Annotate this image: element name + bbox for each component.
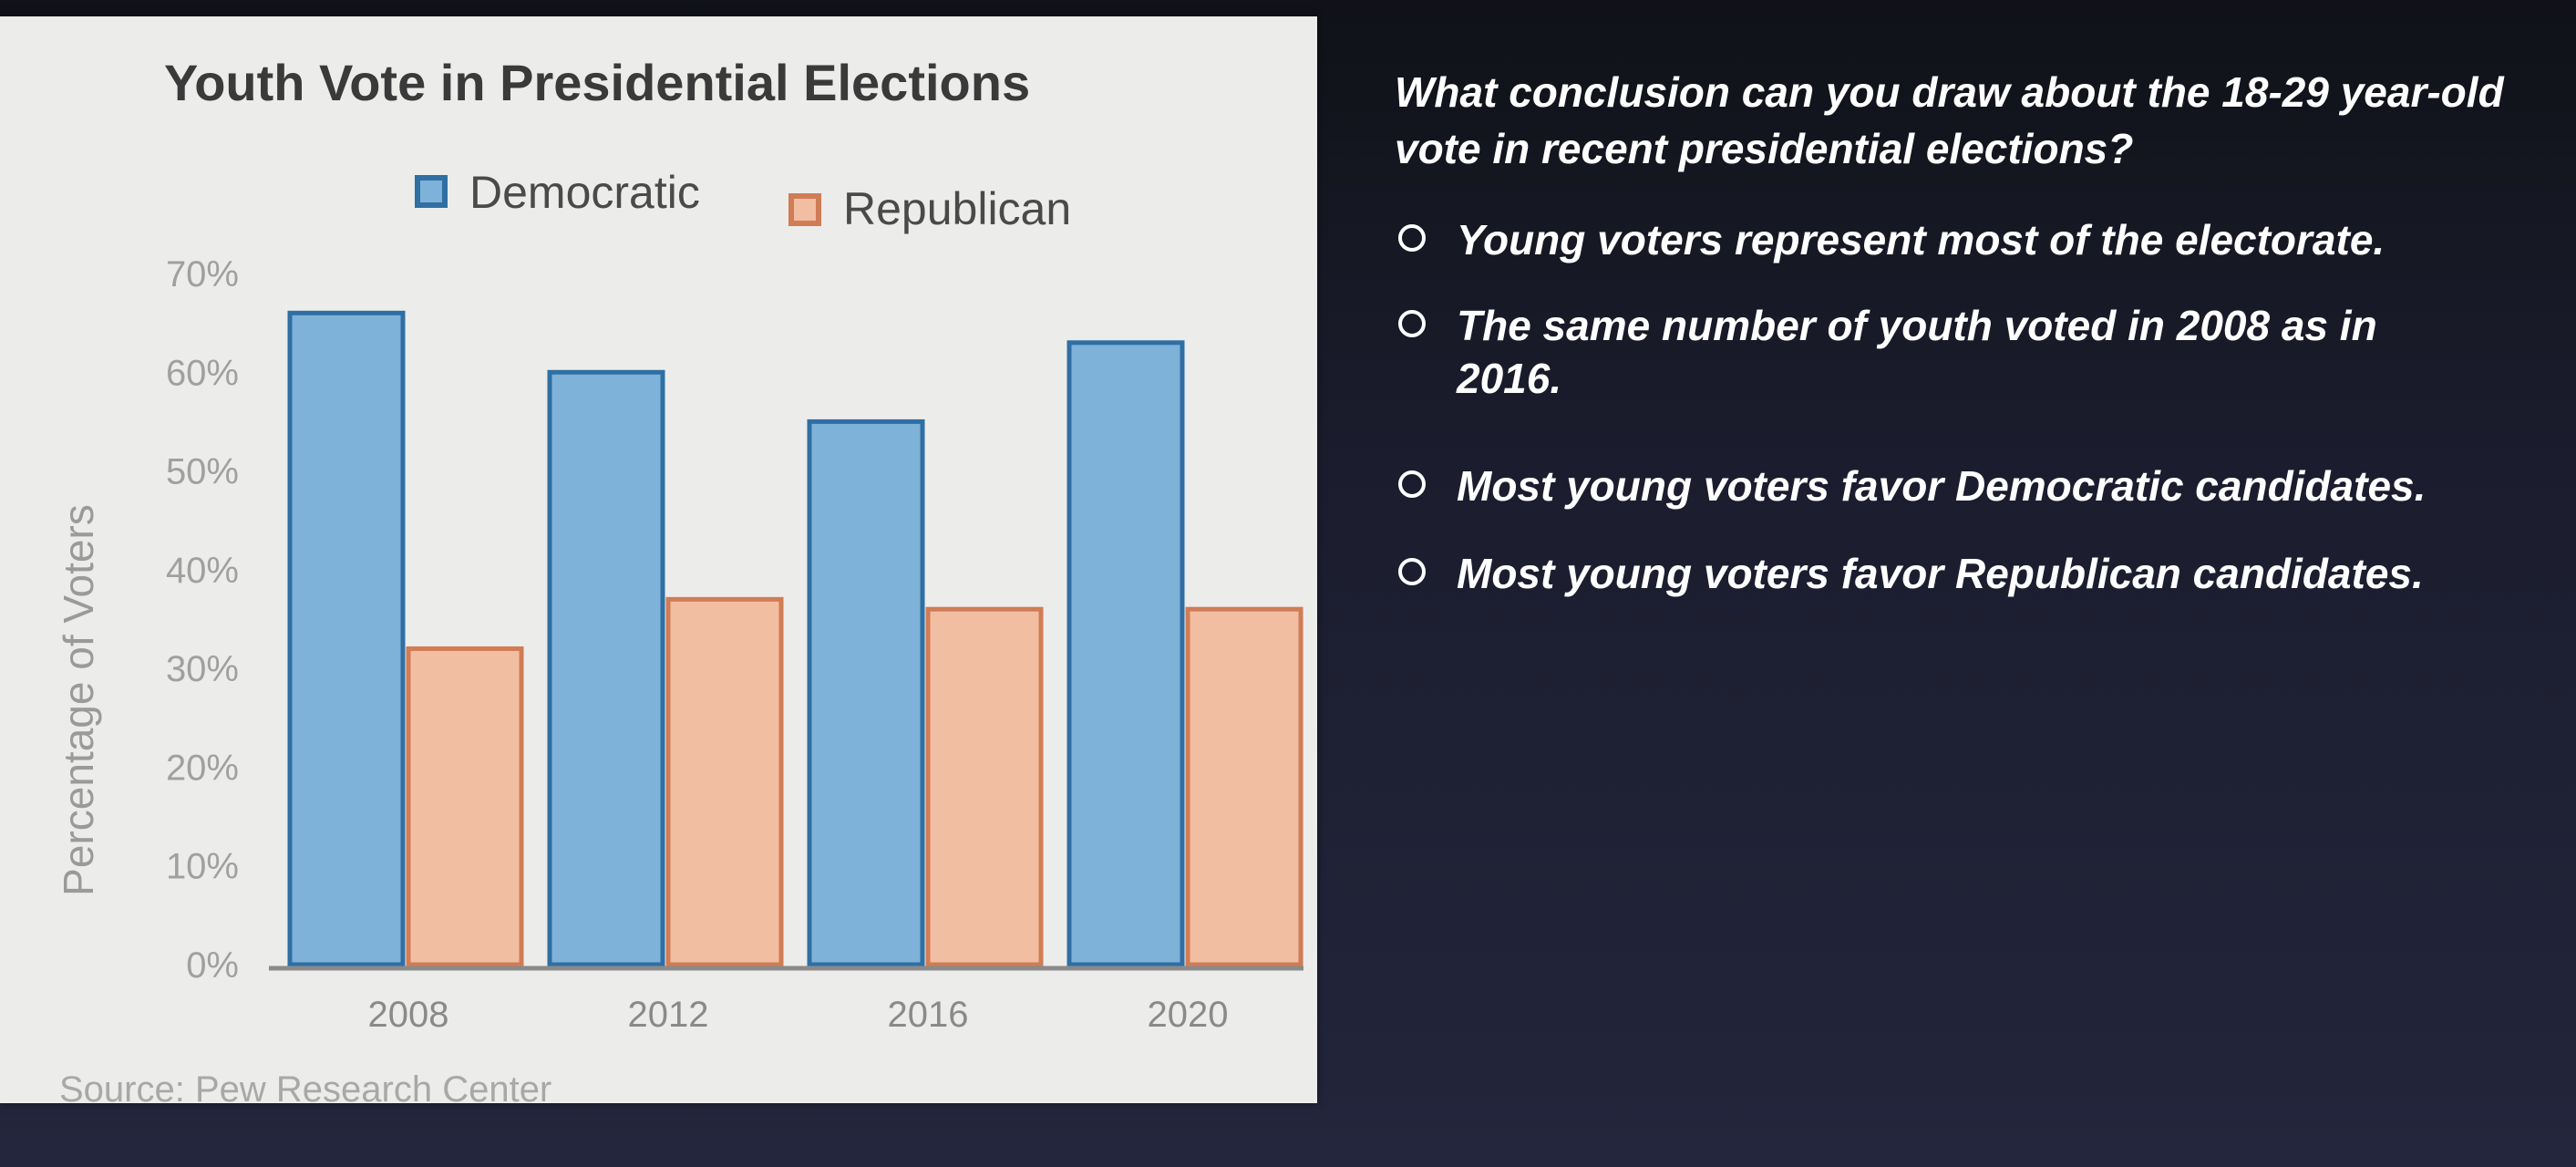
question-text: What conclusion can you draw about the 1… [1395,68,2504,172]
bar-democratic-2020 [1066,340,1185,967]
y-axis-label: Percentage of Voters [55,504,102,896]
chart-title: Youth Vote in Presidential Elections [164,54,1030,111]
y-tick-label: 20% [166,748,239,788]
bar-democratic-2016 [807,418,925,967]
bar-republican-2016 [925,606,1044,967]
bar-democratic-2008 [287,310,406,967]
y-tick-label: 40% [166,551,239,591]
legend-label-democratic: Democratic [469,167,700,218]
radio-button-icon[interactable] [1398,558,1426,585]
radio-button-icon[interactable] [1398,470,1426,498]
legend-swatch-democratic [415,175,448,208]
bar-democratic-2012 [547,369,665,967]
y-axis-ticks: 0% 10% 20% 30% 40% 50% 60% 70% [166,254,239,986]
bar-republican-2012 [665,596,784,967]
bars [287,310,1303,967]
answer-option-label: Most young voters favor Democratic candi… [1457,462,2427,510]
legend-label-republican: Republican [843,183,1071,234]
answer-option-label: Most young voters favor Republican candi… [1457,550,2424,597]
y-tick-label: 10% [166,847,239,887]
bar-republican-2020 [1185,606,1303,967]
question-panel: What conclusion can you draw about the 1… [1395,64,2543,600]
y-tick-label: 50% [166,452,239,492]
answer-options: Young voters represent most of the elect… [1395,213,2543,600]
answer-option-1[interactable]: Young voters represent most of the elect… [1395,213,2543,266]
radio-button-icon[interactable] [1398,224,1426,252]
x-axis-ticks: 2008 2012 2016 2020 [368,995,1229,1035]
x-tick-label: 2012 [628,995,709,1035]
bar-chart: Youth Vote in Presidential Elections Dem… [55,54,1303,1103]
x-tick-label: 2008 [368,995,449,1035]
chart-panel: Youth Vote in Presidential Elections Dem… [0,16,1317,1103]
radio-button-icon[interactable] [1398,310,1426,337]
answer-option-4[interactable]: Most young voters favor Republican candi… [1395,547,2543,600]
y-tick-label: 60% [166,353,239,393]
legend-swatch-republican [788,193,821,226]
answer-option-label: The same number of youth voted in 2008 a… [1457,302,2377,402]
y-tick-label: 30% [166,649,239,689]
answer-option-3[interactable]: Most young voters favor Democratic candi… [1395,460,2543,512]
legend: Democratic Republican [415,167,1071,234]
answer-option-label: Young voters represent most of the elect… [1457,216,2385,263]
x-tick-label: 2020 [1148,995,1229,1035]
bar-republican-2008 [406,645,524,967]
y-tick-label: 70% [166,254,239,294]
answer-option-2[interactable]: The same number of youth voted in 2008 a… [1395,299,2488,405]
chart-source: Source: Pew Research Center [59,1069,551,1103]
x-tick-label: 2016 [888,995,969,1035]
y-tick-label: 0% [186,945,239,986]
